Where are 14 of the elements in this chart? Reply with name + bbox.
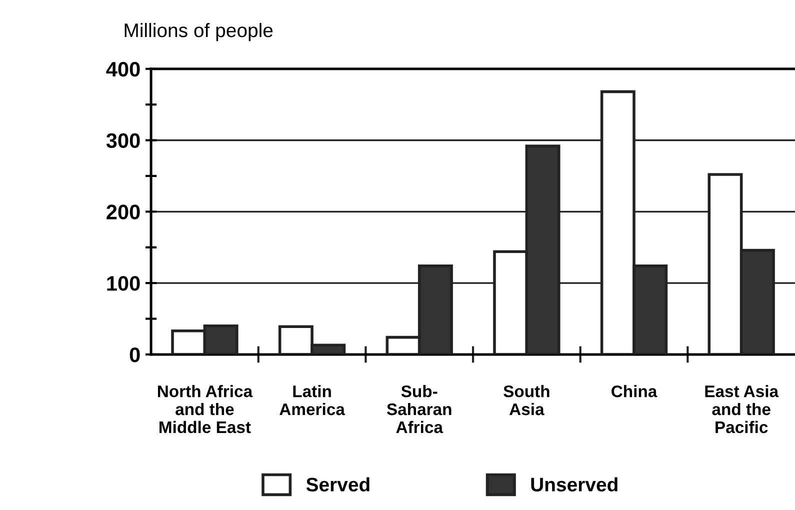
x-tick-label: East Asia and the Pacific xyxy=(705,385,779,434)
y-axis-title: Millions of people xyxy=(124,22,273,42)
x-tick-label: China xyxy=(612,385,658,398)
x-tick-label: North Africa and the Middle East xyxy=(158,385,253,434)
x-tick-label: Sub- Saharan Africa xyxy=(386,385,452,434)
legend-label: Unserved xyxy=(531,477,618,492)
y-tick-label: 200 xyxy=(106,204,140,220)
x-tick-label: South Asia xyxy=(504,385,550,416)
y-tick-label: 100 xyxy=(107,276,140,291)
legend-label: Served xyxy=(306,477,370,492)
y-tick-label: 400 xyxy=(106,62,140,77)
y-tick-label: 0 xyxy=(130,347,140,362)
x-tick-label: Latin America xyxy=(280,385,346,416)
y-tick-label: 300 xyxy=(106,133,140,148)
